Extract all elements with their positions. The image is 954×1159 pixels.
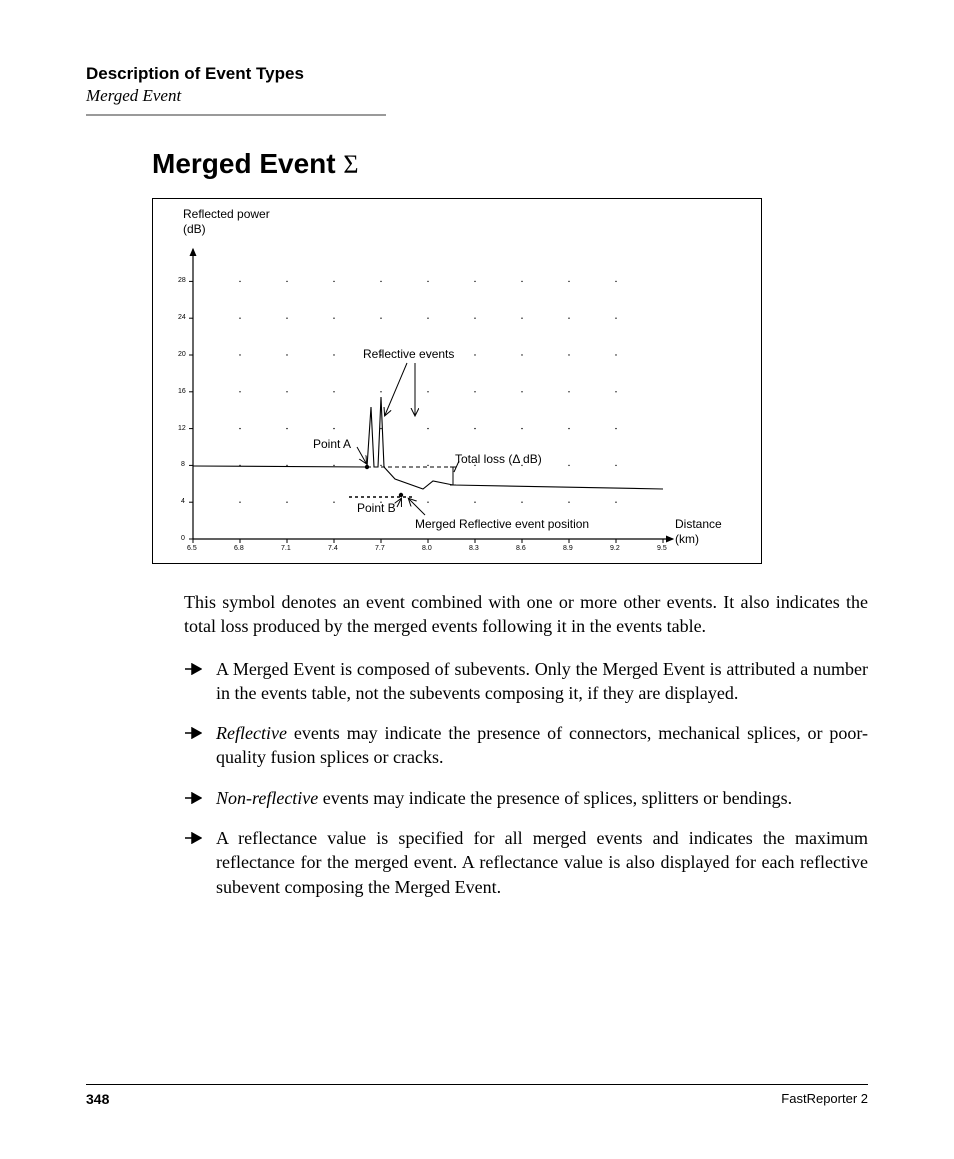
section-title: Merged Event Σ [152, 148, 868, 180]
x-tick-10: 9.5 [657, 545, 667, 552]
y-tick-4: 16 [178, 388, 186, 395]
header-subtitle: Merged Event [86, 86, 868, 106]
intro-paragraph: This symbol denotes an event combined wi… [184, 590, 868, 639]
arrow-bullet-icon [184, 663, 202, 675]
arrow-bullet-icon [184, 832, 202, 844]
header-title: Description of Event Types [86, 64, 868, 84]
content: Merged Event Σ Reflected power (dB) Dist… [152, 148, 868, 899]
x-tick-6: 8.3 [469, 545, 479, 552]
page-number: 348 [86, 1091, 109, 1107]
arrow-point-a [357, 447, 366, 463]
merged-event-chart: Reflected power (dB) Distance (km) Refle… [152, 198, 762, 564]
chart-svg [153, 199, 761, 563]
bullet-text: events may indicate the presence of spli… [318, 788, 792, 808]
x-tick-0: 6.5 [187, 545, 197, 552]
y-tick-3: 12 [178, 425, 186, 432]
bullet-text: A Merged Event is composed of subevents.… [216, 659, 868, 703]
arrow-reflective-1 [385, 363, 407, 415]
arrow-merged-position [409, 499, 425, 515]
x-tick-9: 9.2 [610, 545, 620, 552]
y-ticks [189, 281, 193, 539]
footer-right: FastReporter 2 [781, 1091, 868, 1106]
page: Description of Event Types Merged Event … [0, 0, 954, 1159]
y-tick-2: 8 [181, 461, 185, 468]
x-tick-2: 7.1 [281, 545, 291, 552]
y-tick-1: 4 [181, 498, 185, 505]
x-tick-3: 7.4 [328, 545, 338, 552]
bullet-italic: Non-reflective [216, 788, 318, 808]
y-tick-7: 28 [178, 277, 186, 284]
sigma-icon: Σ [343, 150, 358, 179]
list-item: A reflectance value is specified for all… [184, 826, 868, 899]
arrow-bullet-icon [184, 792, 202, 804]
x-tick-5: 8.0 [422, 545, 432, 552]
section-title-text: Merged Event [152, 148, 336, 179]
x-tick-7: 8.6 [516, 545, 526, 552]
point-b-marker [399, 493, 403, 497]
footer-rule [86, 1084, 868, 1085]
bullet-text: A reflectance value is specified for all… [216, 828, 868, 897]
y-tick-5: 20 [178, 351, 186, 358]
arrow-point-b [397, 499, 401, 507]
list-item: A Merged Event is composed of subevents.… [184, 657, 868, 706]
list-item: Non-reflective events may indicate the p… [184, 786, 868, 810]
grid-dots [239, 281, 616, 503]
y-tick-6: 24 [178, 314, 186, 321]
bullet-italic: Reflective [216, 723, 287, 743]
y-tick-0: 0 [181, 535, 185, 542]
x-tick-1: 6.8 [234, 545, 244, 552]
point-a-marker [365, 465, 369, 469]
header-rule [86, 114, 386, 116]
x-tick-4: 7.7 [375, 545, 385, 552]
arrow-bullet-icon [184, 727, 202, 739]
bullet-text: events may indicate the presence of conn… [216, 723, 868, 767]
bullet-list: A Merged Event is composed of subevents.… [184, 657, 868, 899]
x-tick-8: 8.9 [563, 545, 573, 552]
list-item: Reflective events may indicate the prese… [184, 721, 868, 770]
trace [193, 397, 663, 489]
footer: 348 FastReporter 2 [86, 1084, 868, 1107]
page-header: Description of Event Types Merged Event [86, 64, 868, 116]
